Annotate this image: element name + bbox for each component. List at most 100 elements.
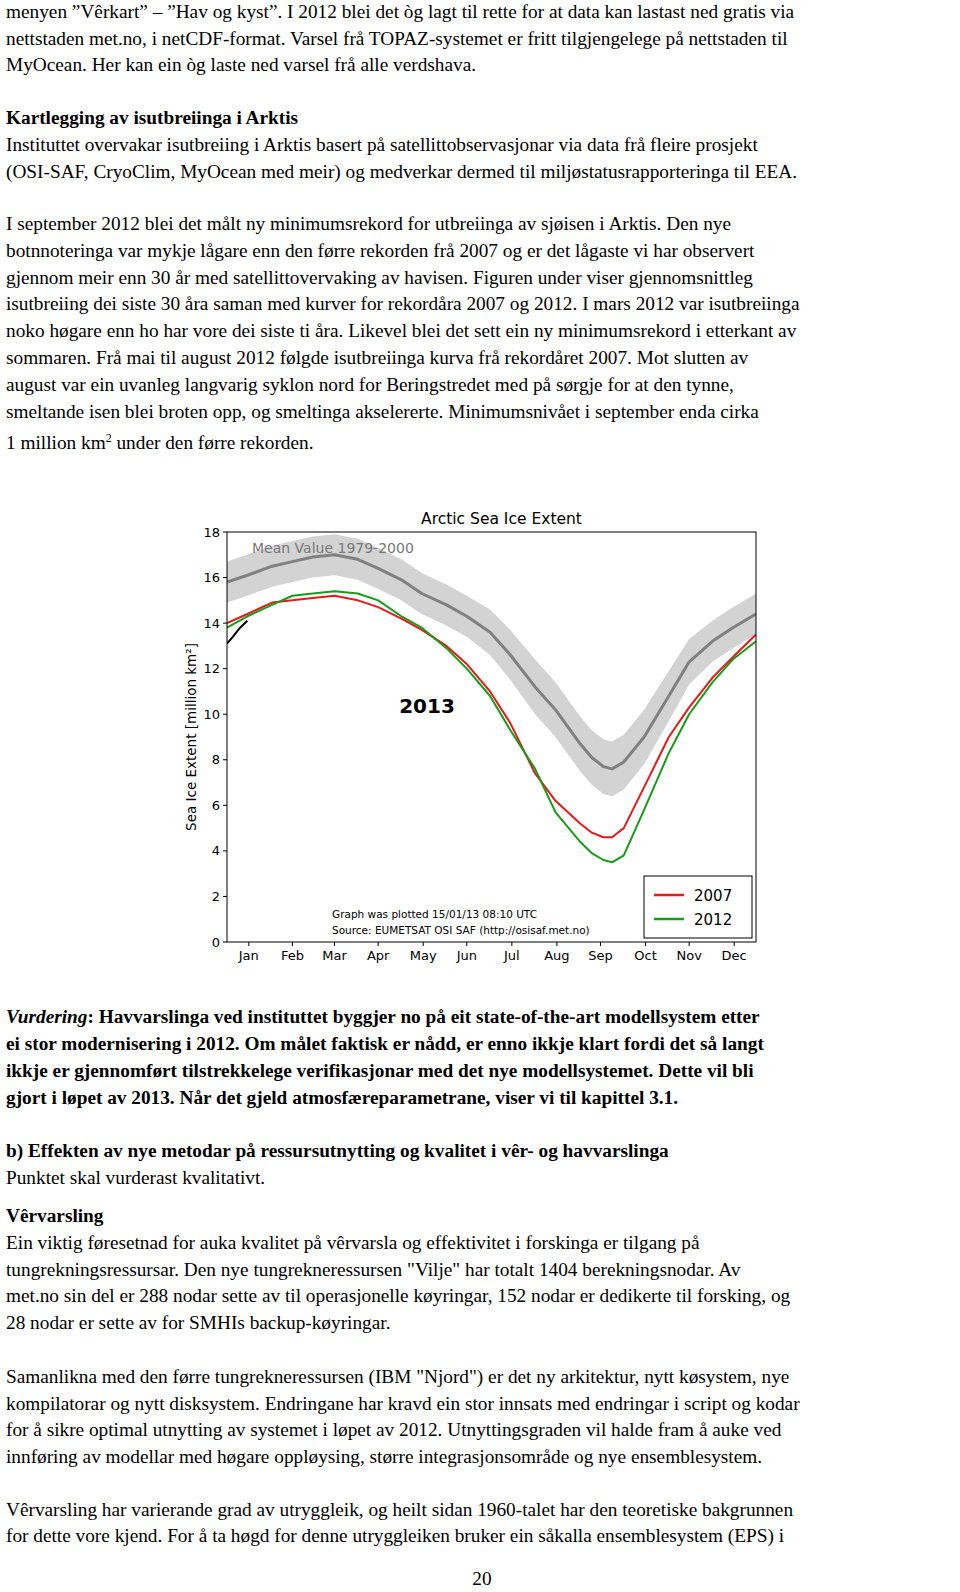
page: {"document": { "paragraph_1": {"lines": …: [0, 0, 960, 1592]
x-tick: [466, 942, 467, 946]
range-band: [227, 534, 756, 796]
x-tick-label: Dec: [722, 948, 747, 963]
text: under den førre rekorden.: [112, 433, 314, 454]
paragraph-line: Instituttet overvakar isutbreiing i Arkt…: [6, 132, 758, 159]
assessment-line: gjort i løpet av 2013. Når det gjeld atm…: [6, 1085, 678, 1112]
y-tick: [223, 805, 227, 806]
plot-data: [227, 534, 756, 862]
plot-frame: [227, 532, 756, 942]
assessment-label: Vurdering: [6, 1006, 87, 1027]
series-label: 2013: [399, 694, 455, 718]
legend-swatch: [654, 918, 684, 921]
chart-title: Arctic Sea Ice Extent: [421, 510, 582, 528]
y-tick-label: 14: [203, 616, 220, 631]
x-tick: [248, 942, 249, 946]
x-tick: [334, 942, 335, 946]
paragraph-line: met.no sin del er 288 nodar sette av til…: [6, 1283, 790, 1310]
y-tick: [223, 532, 227, 533]
y-tick: [223, 623, 227, 624]
paragraph-line: tungrekningsressursar. Den nye tungrekne…: [6, 1257, 740, 1284]
subsection-heading: b) Effekten av nye metodar på ressursutn…: [6, 1138, 669, 1165]
x-tick: [689, 942, 690, 946]
x-tick-label: Nov: [676, 948, 702, 963]
y-tick: [223, 896, 227, 897]
annotation: Graph was plotted 15/01/13 08:10 UTC: [332, 908, 537, 920]
assessment-line: ei stor modernisering i 2012. Om målet f…: [6, 1031, 764, 1058]
x-tick: [423, 942, 424, 946]
paragraph-line: august var ein uvanleg langvarig syklon …: [6, 372, 734, 399]
x-tick-label: Jan: [238, 948, 259, 963]
paragraph-line: innføring av modellar med høgare oppløys…: [6, 1444, 762, 1471]
y-tick: [223, 759, 227, 760]
x-tick: [600, 942, 601, 946]
text: 1 million km: [6, 433, 106, 454]
y-tick: [223, 577, 227, 578]
series-label: Mean Value 1979-2000: [252, 540, 414, 556]
y-tick: [223, 668, 227, 669]
x-tick: [734, 942, 735, 946]
assessment-line: Vurdering: Havvarslinga ved instituttet …: [6, 1004, 760, 1031]
text: : Havvarslinga ved instituttet byggjer n…: [87, 1006, 759, 1027]
paragraph-line: isutbreiing dei siste 30 åra saman med k…: [6, 291, 800, 318]
x-tick: [292, 942, 293, 946]
paragraph-line: Vêrvarsling har varierande grad av utryg…: [6, 1497, 793, 1524]
x-tick: [645, 942, 646, 946]
series-line: [227, 591, 756, 862]
x-tick: [556, 942, 557, 946]
series-line: [227, 621, 247, 644]
assessment-line: ikkje er gjennomført tilstrekkelege veri…: [6, 1058, 754, 1085]
text: ikkje er gjennomført tilstrekkelege veri…: [6, 1060, 754, 1081]
x-tick-label: Apr: [367, 948, 390, 963]
y-tick: [223, 714, 227, 715]
paragraph-line: I september 2012 blei det målt ny minimu…: [6, 211, 731, 238]
chart: Arctic Sea Ice Extent Sea Ice Extent [mil…: [0, 0, 960, 1592]
legend-swatch: [654, 894, 684, 897]
x-tick-label: Jun: [456, 948, 477, 963]
y-axis-label: Sea Ice Extent [million km²]: [183, 643, 199, 831]
paragraph-line: (OSI-SAF, CryoClim, MyOcean med meir) og…: [6, 159, 797, 186]
x-tick-label: Feb: [281, 948, 304, 963]
y-tick: [223, 850, 227, 851]
section-heading: Kartlegging av isutbreiinga i Arktis: [6, 105, 298, 132]
paragraph-line: for å sikre optimal utnytting av systeme…: [6, 1417, 781, 1444]
note: Punktet skal vurderast kvalitativt.: [6, 1165, 265, 1192]
y-tick-label: 10: [203, 707, 220, 722]
paragraph-line: sommaren. Frå mai til august 2012 følgde…: [6, 345, 748, 372]
series-line: [227, 555, 756, 769]
y-tick: [223, 942, 227, 943]
text: ei stor modernisering i 2012. Om målet f…: [6, 1033, 764, 1054]
y-tick-label: 2: [212, 889, 220, 904]
subheading: Vêrvarsling: [6, 1203, 103, 1230]
x-tick-label: Mar: [322, 948, 347, 963]
y-tick-label: 12: [203, 661, 220, 676]
page-number: 20: [0, 1566, 960, 1592]
x-tick-label: Sep: [588, 948, 613, 963]
paragraph-line: kompilatorar og nytt disksystem. Endring…: [6, 1391, 800, 1418]
paragraph-line: gjennom meir enn 30 år med satellittover…: [6, 265, 753, 292]
x-tick-label: Aug: [544, 948, 569, 963]
y-tick-label: 8: [212, 752, 220, 767]
y-tick-label: 16: [203, 570, 220, 585]
series-line: [227, 596, 756, 837]
y-tick-label: 0: [212, 935, 220, 950]
paragraph-line: menyen ”Vêrkart” – ”Hav og kyst”. I 2012…: [6, 0, 794, 26]
superscript: 2: [106, 431, 112, 445]
paragraph-line: for dette vore kjend. For å ta høgd for …: [6, 1523, 784, 1550]
legend-label: 2007: [694, 887, 732, 905]
paragraph-line: Ein viktig føresetnad for auka kvalitet …: [6, 1230, 700, 1257]
figure-background: [180, 500, 780, 970]
y-tick-label: 6: [212, 798, 220, 813]
y-tick-label: 18: [203, 525, 220, 540]
x-tick-label: Jul: [503, 948, 520, 963]
annotation: Source: EUMETSAT OSI SAF (http://osisaf.…: [332, 924, 590, 936]
x-tick-label: May: [410, 948, 437, 963]
paragraph-line: noko høgare enn ho har vore dei siste ti…: [6, 318, 796, 345]
paragraph-line: MyOcean. Her kan ein òg laste ned varsel…: [6, 52, 476, 79]
paragraph-line: smeltande isen blei broten opp, og smelt…: [6, 399, 759, 426]
legend-box: [644, 876, 752, 938]
paragraph-line: 28 nodar er sette av for SMHIs backup-kø…: [6, 1310, 390, 1337]
paragraph-line: Samanlikna med den førre tungrekneressur…: [6, 1364, 789, 1391]
paragraph-line: 1 million km2 under den førre rekorden.: [6, 425, 313, 457]
y-tick-label: 4: [212, 843, 220, 858]
x-tick: [378, 942, 379, 946]
